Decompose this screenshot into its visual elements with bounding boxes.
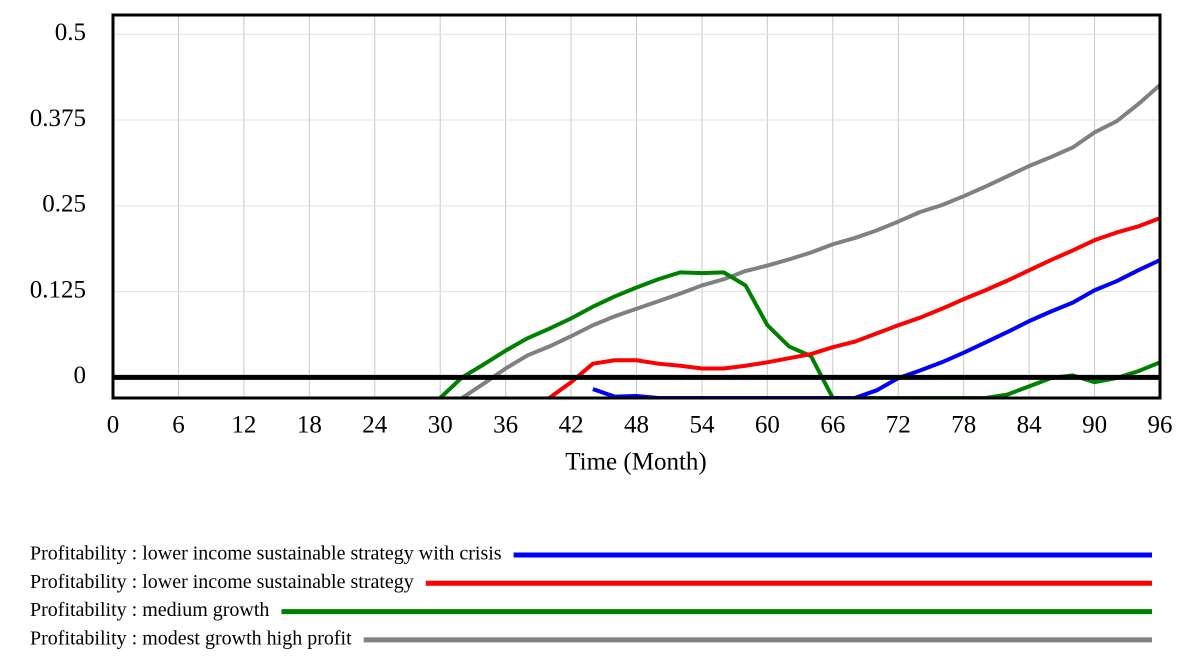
series-line xyxy=(592,258,1160,398)
x-tick-label: 78 xyxy=(951,412,976,439)
series-line xyxy=(548,216,1160,398)
x-tick-label: 84 xyxy=(1017,412,1043,439)
x-tick-label: 6 xyxy=(172,412,185,439)
legend-label: Profitability : lower income sustainable… xyxy=(30,543,502,565)
x-tick-label: 66 xyxy=(820,412,845,439)
x-axis-label: Time (Month) xyxy=(565,449,706,476)
series-line xyxy=(438,270,1160,398)
y-tick-label: 0.5 xyxy=(55,19,86,46)
x-tick-label: 12 xyxy=(231,412,256,439)
y-tick-label: 0.25 xyxy=(42,191,86,218)
x-tick-label: 54 xyxy=(689,412,715,439)
plot-frame xyxy=(111,13,1162,400)
plot-lines xyxy=(113,83,1160,398)
series-line xyxy=(460,83,1160,398)
y-tick-label: 0.125 xyxy=(30,276,86,303)
legend-label: Profitability : lower income sustainable… xyxy=(30,571,414,593)
legend-label: Profitability Standard : lower income su… xyxy=(30,656,490,658)
x-tick-label: 72 xyxy=(886,412,911,439)
x-tick-label: 42 xyxy=(559,412,584,439)
x-tick-label: 36 xyxy=(493,412,518,439)
x-tick-label: 30 xyxy=(428,412,453,439)
x-tick-label: 96 xyxy=(1148,412,1173,439)
x-tick-label: 90 xyxy=(1082,412,1107,439)
legend-label: Profitability : medium growth xyxy=(30,599,269,621)
y-tick-label: 0.375 xyxy=(30,105,86,132)
x-tick-label: 60 xyxy=(755,412,780,439)
x-tick-label: 0 xyxy=(107,412,120,439)
legend-label: Profitability : modest growth high profi… xyxy=(30,627,352,649)
x-tick-label: 48 xyxy=(624,412,649,439)
x-tick-label: 18 xyxy=(297,412,322,439)
y-tick-label: 0 xyxy=(74,362,87,389)
x-tick-label: 24 xyxy=(362,412,388,439)
